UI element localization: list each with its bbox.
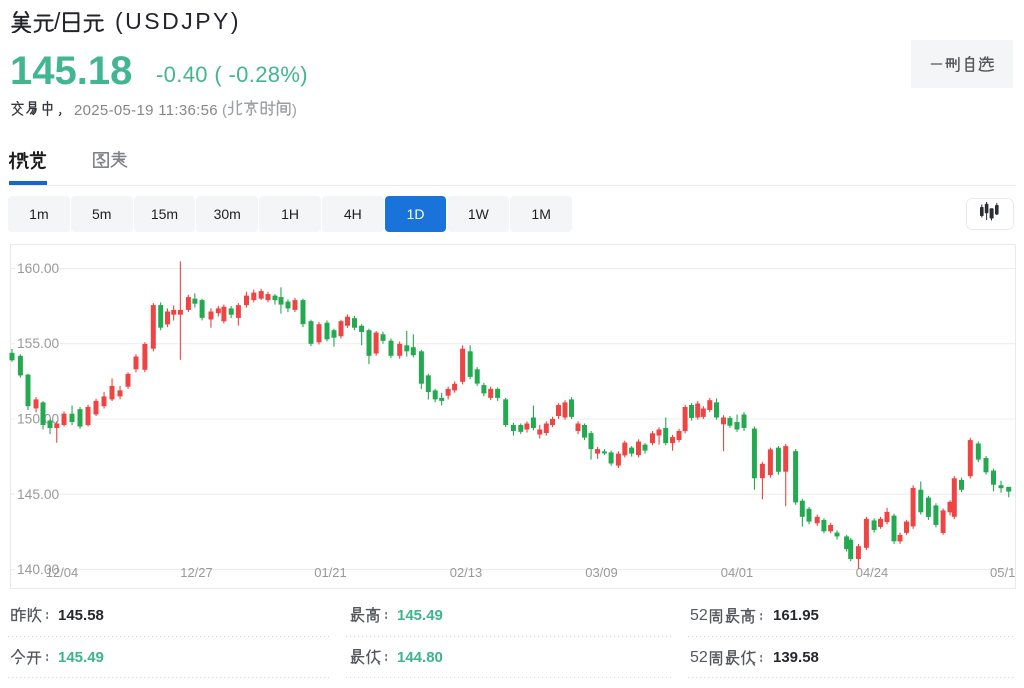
svg-text:145.00: 145.00 bbox=[17, 487, 60, 502]
svg-text:05/19: 05/19 bbox=[990, 565, 1023, 580]
svg-text:04/24: 04/24 bbox=[856, 565, 889, 580]
svg-text:155.00: 155.00 bbox=[17, 336, 60, 351]
svg-text:02/13: 02/13 bbox=[450, 565, 483, 580]
svg-text:04/01: 04/01 bbox=[721, 565, 754, 580]
svg-text:12/27: 12/27 bbox=[180, 565, 213, 580]
svg-text:03/09: 03/09 bbox=[585, 565, 618, 580]
svg-text:12/04: 12/04 bbox=[46, 565, 79, 580]
svg-text:150.00: 150.00 bbox=[17, 412, 60, 427]
svg-text:01/21: 01/21 bbox=[314, 565, 347, 580]
svg-text:160.00: 160.00 bbox=[17, 261, 60, 276]
svg-text:140.00: 140.00 bbox=[17, 562, 60, 577]
